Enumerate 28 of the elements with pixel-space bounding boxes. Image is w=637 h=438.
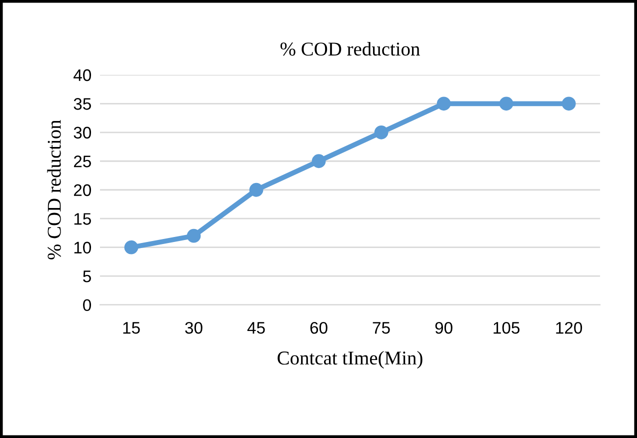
x-axis-title: Contcat tIme(Min) [278, 350, 422, 369]
point [374, 125, 388, 140]
y-tick-label: 35 [74, 98, 91, 110]
point [499, 96, 514, 111]
x-tick-label: 30 [185, 322, 202, 334]
x-tick-label: 60 [310, 322, 328, 334]
chart-title: % COD reduction [280, 42, 420, 56]
y-tick-label: 25 [74, 156, 91, 168]
x-tick-label: 45 [247, 322, 265, 334]
x-tick-label: 90 [435, 322, 452, 334]
point [562, 96, 576, 111]
point [249, 182, 264, 197]
x-tick-label: 15 [123, 322, 140, 334]
y-tick-label: 40 [74, 69, 92, 82]
y-tick-label: 0 [83, 299, 92, 312]
point [124, 240, 138, 254]
y-axis-title: % COD reduction [47, 120, 61, 260]
y-tick-label: 30 [74, 126, 92, 139]
point [436, 96, 451, 111]
x-tick-label: 120 [556, 322, 582, 334]
y-tick-label: 10 [74, 242, 92, 254]
y-tick-label: 5 [83, 270, 91, 282]
x-tick-label: 75 [372, 322, 390, 334]
x-tick-label: 105 [494, 322, 520, 334]
point [186, 228, 201, 243]
y-tick-label: 20 [74, 184, 92, 196]
point [312, 154, 326, 168]
y-tick-label: 15 [74, 213, 91, 225]
